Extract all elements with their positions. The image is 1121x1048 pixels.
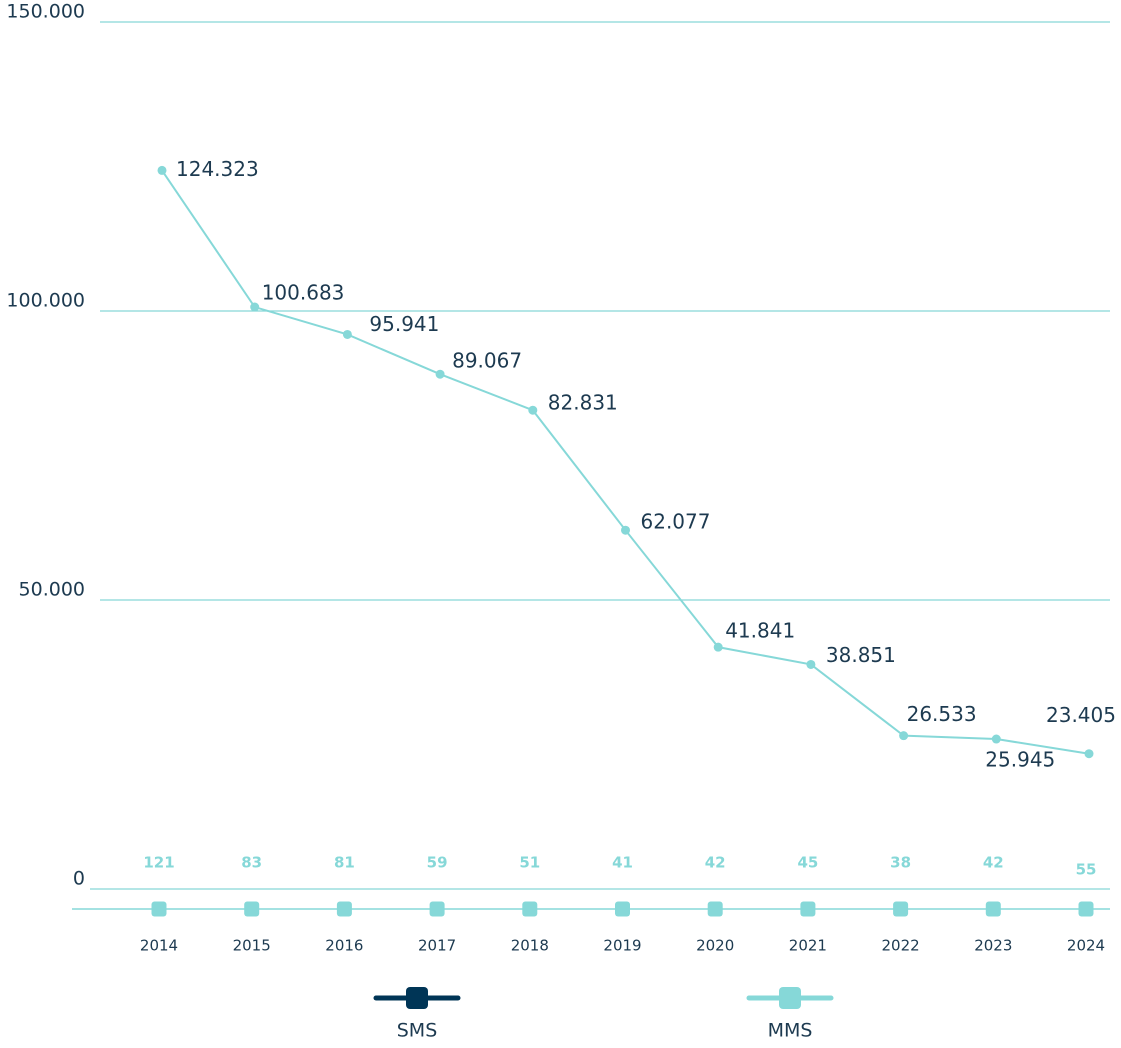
sms-point bbox=[899, 731, 909, 741]
sms-point bbox=[713, 642, 723, 652]
mms-marker bbox=[522, 901, 538, 917]
mms-marker bbox=[615, 901, 630, 917]
y-tick-label: 0 bbox=[73, 868, 85, 890]
data-label: 95.941 bbox=[369, 312, 439, 336]
sms-point bbox=[342, 329, 352, 339]
mms-marker bbox=[800, 901, 816, 917]
mms-label: 121 bbox=[143, 854, 174, 872]
data-label: 89.067 bbox=[452, 349, 522, 373]
legend-marker bbox=[406, 987, 428, 1009]
data-label: 25.945 bbox=[985, 748, 1055, 772]
x-tick-label: 2016 bbox=[325, 937, 363, 955]
mms-marker bbox=[336, 901, 352, 917]
mms-marker bbox=[1078, 901, 1094, 917]
mms-marker bbox=[893, 901, 909, 917]
x-tick-label: 2022 bbox=[882, 937, 920, 955]
data-label: 38.851 bbox=[826, 643, 896, 667]
x-tick-label: 2021 bbox=[789, 937, 827, 955]
sms-point bbox=[806, 659, 816, 669]
x-tick-label: 2023 bbox=[974, 937, 1012, 955]
x-tick-label: 2015 bbox=[233, 937, 271, 955]
x-tick-label: 2020 bbox=[696, 937, 734, 955]
y-tick-label: 150.000 bbox=[6, 1, 85, 23]
data-label: 124.323 bbox=[176, 157, 259, 181]
mms-label: 55 bbox=[1076, 861, 1097, 879]
x-tick-label: 2019 bbox=[603, 937, 641, 955]
mms-marker bbox=[985, 901, 1001, 917]
data-label: 82.831 bbox=[548, 391, 618, 415]
legend-label: MMS bbox=[768, 1020, 813, 1042]
sms-point bbox=[528, 405, 538, 415]
sms-point bbox=[1084, 749, 1094, 759]
sms-line bbox=[161, 169, 1090, 755]
y-tick-label: 50.000 bbox=[19, 579, 85, 601]
mms-marker bbox=[707, 901, 723, 917]
sms-point bbox=[157, 165, 167, 175]
mms-label: 42 bbox=[705, 854, 726, 872]
x-tick-label: 2024 bbox=[1067, 937, 1105, 955]
mms-marker bbox=[244, 901, 260, 917]
mms-marker bbox=[151, 901, 167, 917]
y-tick-label: 100.000 bbox=[6, 290, 85, 312]
mms-label: 51 bbox=[519, 854, 540, 872]
data-label: 41.841 bbox=[725, 619, 795, 643]
x-tick-label: 2018 bbox=[511, 937, 549, 955]
mms-label: 83 bbox=[241, 854, 262, 872]
sms-point bbox=[991, 734, 1001, 744]
mms-marker bbox=[429, 901, 445, 917]
sms-point bbox=[621, 525, 630, 535]
mms-label: 42 bbox=[983, 854, 1004, 872]
data-label: 26.533 bbox=[907, 702, 977, 726]
x-tick-label: 2014 bbox=[140, 937, 178, 955]
mms-label: 81 bbox=[334, 854, 355, 872]
legend-label: SMS bbox=[397, 1020, 438, 1042]
sms-point bbox=[250, 302, 260, 312]
x-tick-label: 2017 bbox=[418, 937, 456, 955]
mms-label: 45 bbox=[797, 854, 818, 872]
data-label: 23.405 bbox=[1046, 703, 1116, 727]
mms-label: 41 bbox=[612, 854, 633, 872]
mms-label: 59 bbox=[427, 854, 448, 872]
sms-point bbox=[435, 369, 445, 379]
data-label: 62.077 bbox=[641, 510, 711, 534]
data-label: 100.683 bbox=[262, 281, 345, 305]
legend-marker bbox=[779, 987, 801, 1009]
mms-label: 38 bbox=[890, 854, 911, 872]
